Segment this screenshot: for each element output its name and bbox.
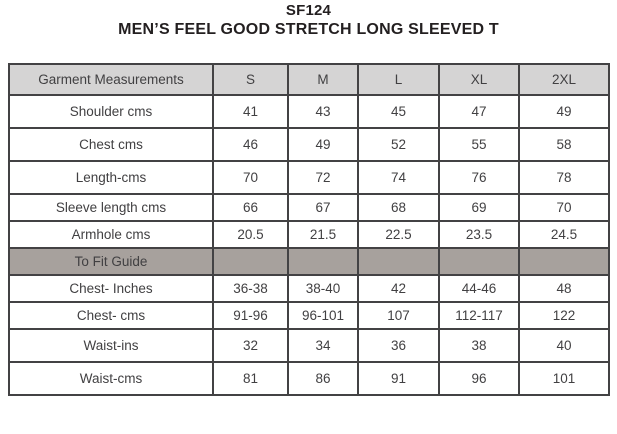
section-empty-cell bbox=[287, 247, 359, 276]
row-label: Waist-cms bbox=[8, 361, 214, 396]
section-label: To Fit Guide bbox=[8, 247, 214, 276]
row-label: Armhole cms bbox=[8, 220, 214, 249]
cell-value: 112-117 bbox=[438, 301, 520, 330]
table-row-chest-cms-fit: Chest- cms 91-96 96-101 107 112-117 122 bbox=[8, 301, 610, 330]
cell-value: 22.5 bbox=[357, 220, 440, 249]
row-label: Sleeve length cms bbox=[8, 193, 214, 222]
cell-value: 66 bbox=[212, 193, 289, 222]
table-row-to-fit-guide: To Fit Guide bbox=[8, 247, 610, 276]
cell-value: 38-40 bbox=[287, 274, 359, 303]
cell-value: 81 bbox=[212, 361, 289, 396]
table-row-waist-cms: Waist-cms 81 86 91 96 101 bbox=[8, 361, 610, 396]
cell-value: 69 bbox=[438, 193, 520, 222]
cell-value: 40 bbox=[518, 328, 610, 363]
size-chart-table: Garment Measurements S M L XL 2XL Should… bbox=[8, 63, 610, 396]
row-label: Chest- Inches bbox=[8, 274, 214, 303]
cell-value: 52 bbox=[357, 127, 440, 162]
cell-value: 47 bbox=[438, 94, 520, 129]
table-row-armhole-cms: Armhole cms 20.5 21.5 22.5 23.5 24.5 bbox=[8, 220, 610, 249]
cell-value: 21.5 bbox=[287, 220, 359, 249]
cell-value: 36 bbox=[357, 328, 440, 363]
cell-value: 41 bbox=[212, 94, 289, 129]
cell-value: 49 bbox=[518, 94, 610, 129]
cell-value: 68 bbox=[357, 193, 440, 222]
cell-value: 78 bbox=[518, 160, 610, 195]
row-label: Waist-ins bbox=[8, 328, 214, 363]
cell-value: 91 bbox=[357, 361, 440, 396]
row-label: Chest cms bbox=[8, 127, 214, 162]
cell-value: 38 bbox=[438, 328, 520, 363]
header-size-2xl: 2XL bbox=[518, 63, 610, 96]
header-garment-measurements: Garment Measurements bbox=[8, 63, 214, 96]
cell-value: 91-96 bbox=[212, 301, 289, 330]
cell-value: 44-46 bbox=[438, 274, 520, 303]
cell-value: 42 bbox=[357, 274, 440, 303]
cell-value: 55 bbox=[438, 127, 520, 162]
cell-value: 45 bbox=[357, 94, 440, 129]
section-empty-cell bbox=[212, 247, 289, 276]
header-size-s: S bbox=[212, 63, 289, 96]
header-size-xl: XL bbox=[438, 63, 520, 96]
product-name: MEN’S FEEL GOOD STRETCH LONG SLEEVED T bbox=[118, 21, 499, 38]
cell-value: 24.5 bbox=[518, 220, 610, 249]
cell-value: 96 bbox=[438, 361, 520, 396]
header-size-l: L bbox=[357, 63, 440, 96]
cell-value: 72 bbox=[287, 160, 359, 195]
cell-value: 43 bbox=[287, 94, 359, 129]
table-row-shoulder-cms: Shoulder cms 41 43 45 47 49 bbox=[8, 94, 610, 129]
page-title: SF124 MEN’S FEEL GOOD STRETCH LONG SLEEV… bbox=[0, 2, 617, 40]
cell-value: 96-101 bbox=[287, 301, 359, 330]
cell-value: 70 bbox=[518, 193, 610, 222]
cell-value: 101 bbox=[518, 361, 610, 396]
cell-value: 107 bbox=[357, 301, 440, 330]
cell-value: 49 bbox=[287, 127, 359, 162]
cell-value: 20.5 bbox=[212, 220, 289, 249]
cell-value: 48 bbox=[518, 274, 610, 303]
cell-value: 23.5 bbox=[438, 220, 520, 249]
cell-value: 46 bbox=[212, 127, 289, 162]
row-label: Length-cms bbox=[8, 160, 214, 195]
section-empty-cell bbox=[438, 247, 520, 276]
product-code: SF124 bbox=[285, 2, 332, 19]
cell-value: 34 bbox=[287, 328, 359, 363]
cell-value: 70 bbox=[212, 160, 289, 195]
cell-value: 36-38 bbox=[212, 274, 289, 303]
cell-value: 58 bbox=[518, 127, 610, 162]
section-empty-cell bbox=[518, 247, 610, 276]
table-row-length-cms: Length-cms 70 72 74 76 78 bbox=[8, 160, 610, 195]
table-row-sleeve-length-cms: Sleeve length cms 66 67 68 69 70 bbox=[8, 193, 610, 222]
cell-value: 86 bbox=[287, 361, 359, 396]
row-label: Shoulder cms bbox=[8, 94, 214, 129]
cell-value: 74 bbox=[357, 160, 440, 195]
cell-value: 122 bbox=[518, 301, 610, 330]
section-empty-cell bbox=[357, 247, 440, 276]
table-row-chest-inches: Chest- Inches 36-38 38-40 42 44-46 48 bbox=[8, 274, 610, 303]
cell-value: 32 bbox=[212, 328, 289, 363]
cell-value: 76 bbox=[438, 160, 520, 195]
table-row-waist-ins: Waist-ins 32 34 36 38 40 bbox=[8, 328, 610, 363]
table-row-chest-cms: Chest cms 46 49 52 55 58 bbox=[8, 127, 610, 162]
table-header-row: Garment Measurements S M L XL 2XL bbox=[8, 63, 610, 96]
header-size-m: M bbox=[287, 63, 359, 96]
row-label: Chest- cms bbox=[8, 301, 214, 330]
cell-value: 67 bbox=[287, 193, 359, 222]
